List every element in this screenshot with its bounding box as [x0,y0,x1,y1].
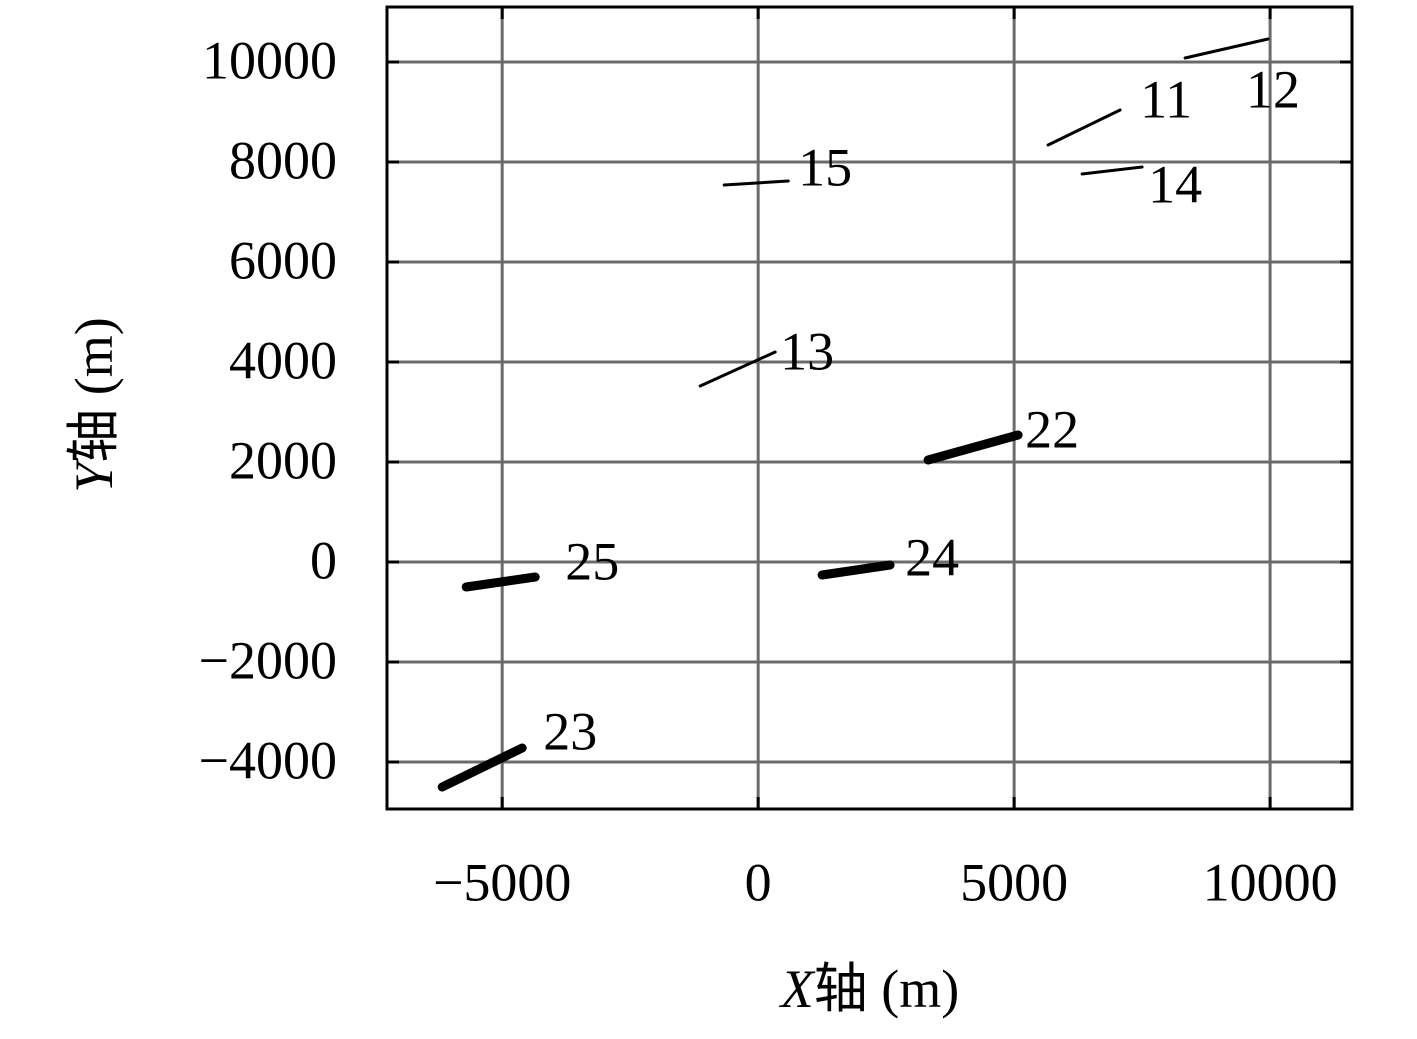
x-tick-label: 5000 [960,852,1068,912]
x-axis-label: X轴 (m) [779,959,959,1019]
track-label: 15 [798,137,852,197]
y-tick-label: −2000 [199,630,337,690]
x-tick-label: 0 [745,852,772,912]
track-label: 11 [1140,69,1192,129]
plot-frame [385,5,1354,811]
y-tick-label: 2000 [229,430,337,490]
track-line [1080,165,1144,176]
track-label: 14 [1148,154,1202,214]
y-tick-label: 10000 [202,30,337,90]
y-axis-label: Y轴 (m) [64,317,124,493]
track-label: 12 [1246,59,1300,119]
track-line [1183,37,1270,60]
y-tick-label: −4000 [199,730,337,790]
y-tick-label: 6000 [229,230,337,290]
track-line [437,743,527,792]
grid [387,7,1352,809]
track-line [1046,108,1122,147]
track-line [698,350,777,388]
track-line [722,179,790,187]
track-label: 24 [905,527,959,587]
y-tick-label: 0 [310,530,337,590]
track-label: 13 [780,321,834,381]
track-label: 25 [565,531,619,591]
y-tick-label: 4000 [229,330,337,390]
track-line [923,430,1023,465]
x-tick-label: 10000 [1203,852,1338,912]
track-label: 23 [543,701,597,761]
track-line [817,560,895,580]
track-label: 22 [1025,399,1079,459]
x-tick-label: −5000 [433,852,571,912]
track-line [461,572,540,592]
y-tick-label: 8000 [229,130,337,190]
